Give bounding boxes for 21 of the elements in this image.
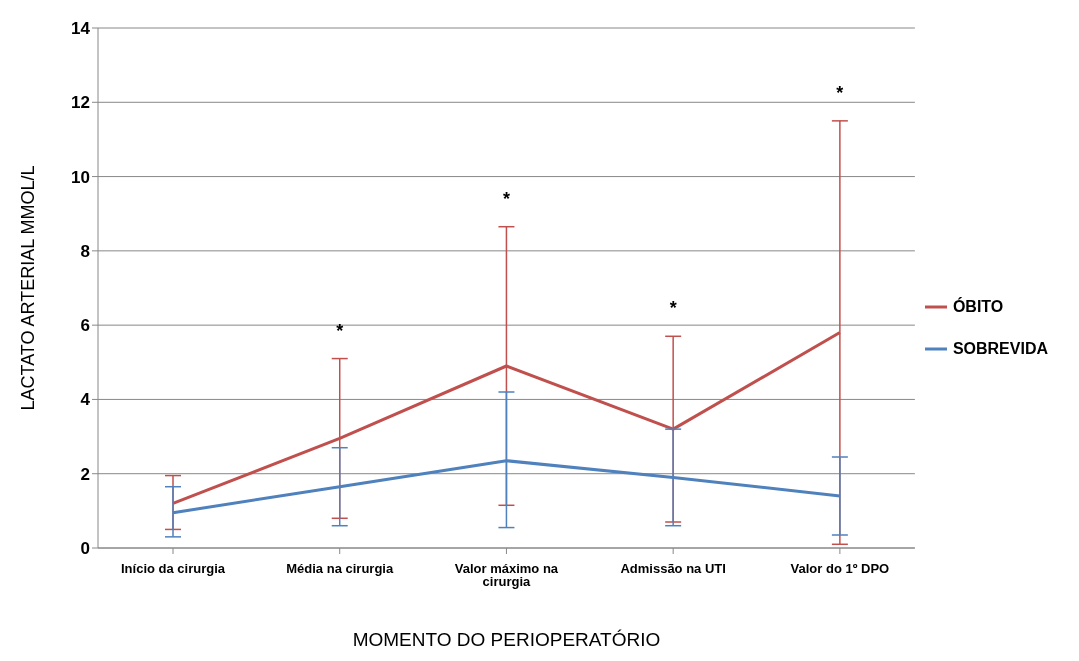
y-tick-label: 0 xyxy=(80,539,90,559)
annotation: * xyxy=(336,320,344,341)
y-tick-label: 10 xyxy=(71,167,90,187)
y-tick-label: 12 xyxy=(71,93,90,113)
x-tick-label: Valor máximo na cirurgia xyxy=(454,561,559,590)
annotation: * xyxy=(669,298,677,319)
x-tick-label: Início da cirurgia xyxy=(120,561,226,577)
y-tick-label: 4 xyxy=(80,390,91,410)
x-tick-label: Valor do 1º DPO xyxy=(790,561,890,577)
x-tick-label: Média na cirurgia xyxy=(286,561,394,577)
y-tick-label: 8 xyxy=(80,241,90,261)
y-tick-label: 6 xyxy=(80,316,90,336)
y-axis-title: LACTATO ARTERIAL MMOL/L xyxy=(18,165,39,411)
annotation: * xyxy=(502,188,510,209)
annotation: * xyxy=(836,82,844,103)
y-tick-label: 14 xyxy=(71,19,91,39)
x-axis-title: MOMENTO DO PERIOPERATÓRIO xyxy=(352,629,661,651)
legend-label: ÓBITO xyxy=(952,298,1004,316)
legend-label: SOBREVIDA xyxy=(952,340,1048,358)
y-tick-label: 2 xyxy=(80,464,90,484)
x-tick-label: Admissão na UTI xyxy=(620,561,726,577)
